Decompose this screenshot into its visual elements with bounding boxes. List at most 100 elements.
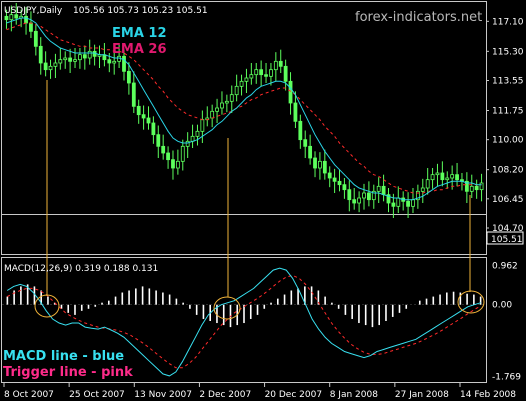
- candle-body: [259, 69, 264, 76]
- candle-body: [53, 62, 58, 67]
- candle-body: [303, 139, 308, 147]
- candle-body: [288, 80, 293, 104]
- candle-body: [215, 107, 219, 112]
- candle-body: [244, 77, 249, 82]
- candle-body: [195, 130, 200, 137]
- candle-body: [24, 15, 28, 24]
- candle-body: [376, 185, 381, 192]
- candle-body: [347, 189, 352, 201]
- candle-body: [342, 184, 347, 191]
- candle-body: [386, 194, 391, 204]
- candle-body: [239, 80, 244, 87]
- time-tick-label: 25 Oct 2007: [69, 390, 125, 400]
- price-tick-label: 113.55: [492, 77, 524, 87]
- candle-body: [122, 55, 126, 72]
- time-tick-label: 8 Oct 2007: [4, 390, 54, 400]
- macd-tick-label: 0.962: [492, 262, 518, 272]
- candle-body: [371, 190, 376, 201]
- candle-body: [469, 185, 474, 192]
- candle-body: [112, 60, 117, 64]
- candle-body: [87, 50, 92, 59]
- marker-circle-2: [213, 296, 241, 320]
- candle-body: [308, 145, 313, 159]
- signal-line: [6, 274, 482, 369]
- price-axis-ticks: 117.10 115.30 113.55 111.75 110.00 108.20 106.…: [486, 17, 524, 234]
- candle-body: [479, 182, 484, 191]
- candle-body: [411, 199, 415, 207]
- candle-body: [318, 160, 322, 169]
- candle-body: [440, 172, 445, 181]
- candle-body: [175, 160, 180, 169]
- candle-body: [200, 119, 205, 132]
- legend-trigger-line: Trigger line - pink: [3, 365, 133, 380]
- candle-body: [420, 187, 425, 192]
- macd-histogram: [6, 284, 482, 328]
- candle-body: [82, 54, 87, 59]
- symbol-label: USDJPY,Daily: [4, 6, 63, 16]
- macd-line: [6, 267, 481, 377]
- current-price-text: 105.51: [491, 235, 523, 245]
- candle-body: [156, 134, 161, 147]
- candle-body: [38, 45, 43, 64]
- candle-body: [337, 180, 342, 186]
- candle-body: [4, 15, 9, 21]
- candle-body: [464, 180, 469, 192]
- candle-body: [33, 30, 38, 47]
- candle-body: [278, 60, 283, 67]
- candle-body: [210, 110, 215, 119]
- ema26-line: [6, 22, 482, 194]
- candle-body: [58, 59, 63, 64]
- price-tick-label: 106.45: [492, 195, 524, 205]
- candle-body: [435, 172, 440, 176]
- time-tick-label: 13 Nov 2007: [134, 390, 192, 400]
- candle-body: [474, 185, 479, 191]
- candle-body: [455, 174, 459, 181]
- candle-body: [63, 57, 68, 61]
- price-tick-label: 110.00: [492, 136, 524, 146]
- candle-body: [107, 59, 112, 64]
- candle-body: [430, 174, 435, 181]
- candle-body: [78, 54, 82, 61]
- crossover-markers: [34, 80, 485, 320]
- candle-body: [327, 172, 332, 179]
- candle-body: [43, 62, 48, 71]
- time-axis-ticks: 8 Oct 2007 25 Oct 2007 13 Nov 2007 2 Dec 20…: [3, 383, 516, 400]
- time-tick-label: 27 Jan 2008: [395, 390, 449, 400]
- candle-body: [29, 22, 33, 32]
- watermark-label: forex-indicators.net: [355, 10, 482, 25]
- candle-body: [131, 82, 136, 107]
- candle-body: [264, 74, 268, 77]
- price-tick-label: 117.10: [492, 17, 524, 27]
- candle-body: [450, 174, 455, 179]
- candle-body: [415, 190, 420, 201]
- legend-ema12: EMA 12: [112, 26, 167, 41]
- candle-body: [366, 192, 371, 201]
- candle-body: [352, 199, 357, 204]
- price-tick-label: 104.70: [492, 224, 524, 234]
- candle-body: [283, 65, 288, 82]
- macd-tick-label: -1.769: [492, 373, 521, 383]
- candle-body: [391, 202, 396, 207]
- candle-body: [254, 69, 259, 76]
- candle-body: [332, 177, 337, 182]
- candle-body: [68, 57, 73, 62]
- candle-body: [293, 102, 298, 122]
- candle-body: [362, 192, 366, 199]
- ema12-line: [6, 17, 482, 201]
- candle-body: [185, 140, 190, 147]
- candle-body: [141, 114, 146, 119]
- marker-circle-3: [457, 290, 485, 314]
- candle-body: [425, 179, 430, 189]
- candle-body: [161, 145, 166, 154]
- ohlc-label: 105.56 105.73 105.23 105.51: [73, 6, 208, 16]
- price-panel-frame: [1, 1, 487, 255]
- candle-body: [445, 177, 450, 181]
- candle-body: [224, 100, 229, 104]
- macd-title: MACD(12,26,9) 0.319 0.188 0.131: [4, 264, 158, 274]
- candle-body: [126, 70, 131, 84]
- candle-body: [9, 14, 14, 21]
- candle-body: [136, 105, 141, 116]
- current-price-box: [486, 231, 524, 245]
